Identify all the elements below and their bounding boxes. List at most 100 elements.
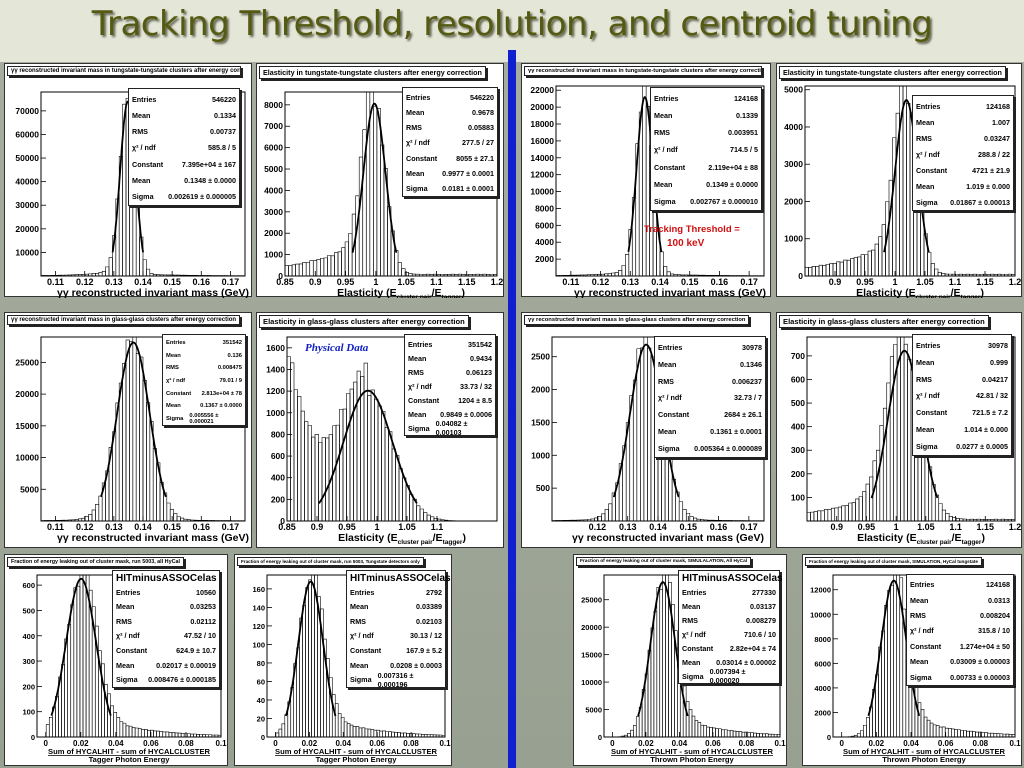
y-tick-label: 6000 bbox=[814, 659, 831, 668]
x-tick-label: 0.17 bbox=[222, 277, 240, 287]
y-tick-label: 800 bbox=[271, 429, 285, 439]
y-tick-label: 12000 bbox=[530, 170, 554, 180]
statistics-row: Constant 1204 ± 8.5 bbox=[408, 393, 492, 407]
gaussian-fit-curve bbox=[100, 341, 167, 498]
x-tick-label: 1.15 bbox=[458, 277, 476, 287]
y-tick-label: 12000 bbox=[810, 586, 831, 595]
histogram-title: Fraction of energy leaking out of cluste… bbox=[237, 557, 424, 566]
statistic-value: 0.005556 ± 0.000021 bbox=[189, 412, 219, 425]
statistic-value: 0.005364 ± 0.000089 bbox=[694, 443, 762, 453]
statistic-value: 2792 bbox=[426, 587, 442, 597]
slide-title: Tracking Threshold, resolution, and cent… bbox=[91, 4, 933, 44]
statistics-row: Mean 0.03014 ± 0.00002 bbox=[682, 655, 776, 669]
x-tick-label: 0.06 bbox=[705, 739, 721, 748]
statistic-value: 0.1334 bbox=[214, 110, 236, 120]
x-tick-label: 0.02 bbox=[73, 739, 89, 748]
statistics-row: Sigma 0.005364 ± 0.000089 bbox=[658, 440, 762, 457]
x-tick-label: 1.15 bbox=[977, 522, 995, 532]
statistic-value: 546220 bbox=[212, 94, 236, 104]
statistic-value: 33.73 / 32 bbox=[460, 381, 492, 391]
statistics-row: Mean 0.1361 ± 0.0001 bbox=[658, 423, 762, 440]
statistics-row: Constant 2684 ± 26.1 bbox=[658, 406, 762, 423]
y-tick-label: 80 bbox=[257, 659, 265, 668]
y-tick-label: 4000 bbox=[784, 122, 803, 132]
statistic-name: Entries bbox=[408, 339, 433, 349]
statistic-value: 0.003951 bbox=[728, 128, 758, 138]
statistics-row: Mean 0.1346 bbox=[658, 356, 762, 373]
x-axis-label: γγ reconstructed invariant mass (GeV) bbox=[572, 532, 764, 544]
statistic-name: RMS bbox=[350, 616, 366, 626]
statistic-name: RMS bbox=[682, 615, 698, 625]
x-tick-label: 0.95 bbox=[337, 277, 355, 287]
statistics-row: Mean 0.9434 bbox=[408, 351, 492, 365]
statistic-name: Constant bbox=[910, 641, 942, 651]
statistic-name: Entries bbox=[116, 587, 141, 597]
histogram-bin bbox=[142, 259, 147, 276]
x-axis-label-part: ) bbox=[981, 532, 985, 544]
y-tick-label: 2500 bbox=[531, 352, 550, 362]
x-axis-label: Elasticity (Ecluster pair/Etagger) bbox=[338, 532, 466, 546]
statistic-name: Constant bbox=[166, 390, 192, 397]
statistics-row: Entries 10560 bbox=[116, 585, 216, 600]
y-axis: 0 20 40 60 80 100 120 140 160 bbox=[252, 585, 272, 742]
x-tick-label: 0.06 bbox=[143, 739, 159, 748]
statistic-value: 0.006237 bbox=[732, 376, 762, 386]
statistics-row: Mean 0.1367 ± 0.0000 bbox=[166, 400, 242, 413]
statistics-row: Mean 0.999 bbox=[916, 354, 1008, 371]
y-tick-label: 0 bbox=[278, 271, 283, 281]
statistic-name: Mean bbox=[682, 657, 701, 667]
statistics-row: χ² / ndf 47.52 / 10 bbox=[116, 629, 216, 644]
statistics-row: Mean 0.9849 ± 0.0006 bbox=[408, 407, 492, 421]
y-tick-label: 1500 bbox=[531, 417, 550, 427]
statistics-row: χ² / ndf 714.5 / 5 bbox=[654, 141, 758, 158]
statistic-name: Constant bbox=[350, 646, 382, 656]
x-tick-label: 0.13 bbox=[619, 522, 637, 532]
x-axis: 0 0.02 0.04 0.06 0.08 0.1 bbox=[273, 732, 451, 748]
statistic-name: Entries bbox=[132, 94, 157, 104]
y-tick-label: 0 bbox=[280, 516, 285, 526]
x-axis: 0 0.02 0.04 0.06 0.08 0.1 bbox=[839, 732, 1021, 748]
x-tick-label: 0.85 bbox=[276, 277, 294, 287]
statistic-name: Mean bbox=[910, 595, 929, 605]
x-axis-label-part: tagger bbox=[961, 294, 981, 298]
statistic-value: 0.03253 bbox=[190, 602, 216, 612]
statistic-value: 1.274e+04 ± 50 bbox=[959, 641, 1010, 651]
x-tick-label: 0.16 bbox=[193, 522, 211, 532]
y-tick-label: 4000 bbox=[535, 237, 554, 247]
statistic-value: 0.9849 ± 0.0006 bbox=[440, 409, 492, 419]
statistic-value: 0.1361 ± 0.0001 bbox=[710, 427, 762, 437]
x-tick-label: 0.16 bbox=[193, 277, 211, 287]
x-axis-label-2: Thrown Photon Energy bbox=[650, 755, 734, 764]
x-tick-label: 0.04 bbox=[108, 739, 124, 748]
statistics-row: Sigma 0.007394 ± 0.000020 bbox=[682, 667, 776, 685]
statistic-value: 277.5 / 27 bbox=[462, 138, 494, 148]
statistic-value: 0.008476 ± 0.000185 bbox=[148, 675, 216, 685]
tracking-threshold-note: Tracking Threshold = bbox=[644, 224, 740, 235]
statistics-row: Sigma 0.04082 ± 0.00103 bbox=[408, 419, 492, 437]
statistic-value: 0.04217 bbox=[982, 374, 1008, 384]
x-tick-label: 0.16 bbox=[711, 277, 729, 287]
x-tick-label: 0.16 bbox=[710, 522, 728, 532]
statistics-box: Entries 124168 Mean 0.0313 RMS 0.008204 χ² / n… bbox=[906, 574, 1014, 686]
x-tick-label: 0.08 bbox=[178, 739, 194, 748]
y-axis: 5000 10000 15000 20000 25000 bbox=[15, 357, 46, 494]
statistics-row: Mean 0.9977 ± 0.0001 bbox=[406, 166, 494, 181]
statistic-value: 546220 bbox=[470, 93, 494, 103]
statistic-value: 0.02112 bbox=[190, 616, 216, 626]
statistic-name: Sigma bbox=[350, 675, 372, 685]
statistic-value: 10560 bbox=[196, 587, 216, 597]
statistic-name: Sigma bbox=[406, 183, 428, 193]
statistic-value: 0.03137 bbox=[750, 601, 776, 611]
x-axis-label-part: tagger bbox=[443, 539, 463, 546]
x-tick-label: 0.14 bbox=[134, 522, 152, 532]
x-tick-label: 0.1 bbox=[1009, 739, 1021, 748]
gaussian-fit-curve bbox=[50, 577, 112, 716]
x-tick-label: 0.14 bbox=[651, 277, 669, 287]
statistic-name: χ² / ndf bbox=[916, 149, 940, 159]
statistics-box: HITminusASSOCelas Entries 10560 Mean 0.03253… bbox=[112, 570, 220, 688]
statistics-row: Sigma 0.002619 ± 0.000005 bbox=[132, 189, 236, 205]
histogram-bin bbox=[146, 268, 151, 276]
y-tick-label: 7000 bbox=[264, 121, 283, 131]
statistics-row: χ² / ndf 30.13 / 12 bbox=[350, 629, 442, 644]
y-tick-label: 1000 bbox=[531, 450, 550, 460]
